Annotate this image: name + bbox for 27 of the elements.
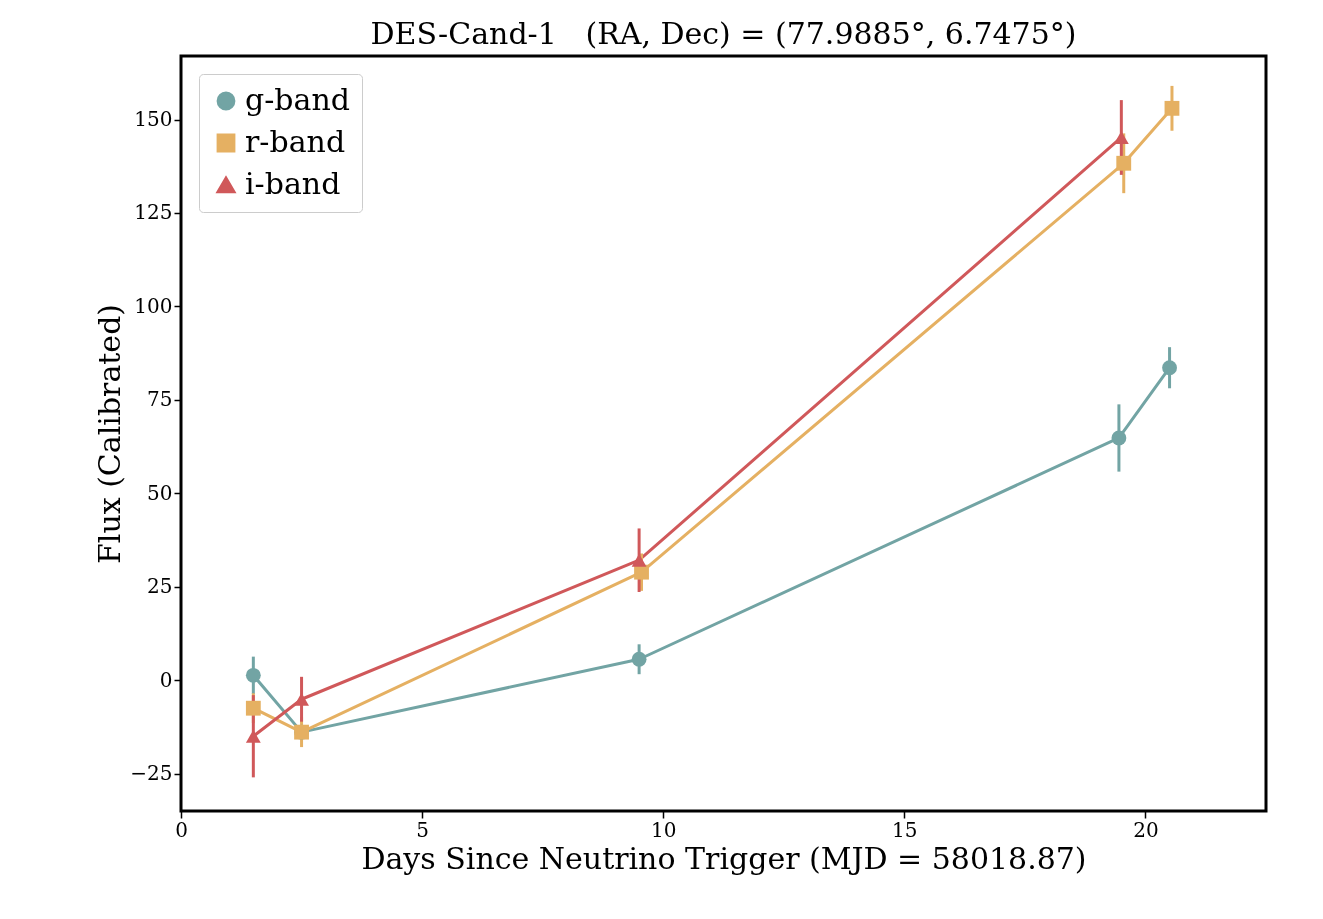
x-tick-label: 15 — [892, 817, 918, 842]
x-tick-label: 10 — [651, 817, 677, 842]
x-axis-title: Days Since Neutrino Trigger (MJD = 58018.87) — [361, 840, 1087, 876]
point — [1162, 360, 1177, 376]
x-tick-label: 20 — [1133, 817, 1159, 842]
point — [1113, 131, 1129, 144]
y-tick-label: 50 — [147, 480, 173, 505]
point — [245, 667, 261, 683]
y-tick-label: 150 — [134, 107, 173, 132]
y-tick-label: 0 — [159, 667, 173, 692]
point — [1111, 430, 1127, 446]
legend-label: g-band — [245, 82, 350, 117]
point — [1164, 100, 1180, 116]
y-axis-title: Flux (Calibrated) — [92, 303, 128, 565]
point — [631, 651, 647, 667]
point — [245, 729, 261, 743]
x-tick-label: 5 — [416, 817, 429, 842]
point — [245, 700, 261, 716]
point — [1116, 155, 1132, 171]
legend-label: r-band — [245, 124, 346, 159]
y-tick-label: 125 — [134, 200, 173, 225]
chart-title: DES-Cand-1 (RA, Dec) = (77.9885°, 6.7475°) — [370, 16, 1077, 51]
y-tick-label: 25 — [147, 574, 173, 599]
y-tick-label: −25 — [130, 761, 173, 786]
y-tick-label: 100 — [134, 293, 173, 318]
y-tick-label: 75 — [147, 387, 173, 412]
legend-label: i-band — [245, 166, 341, 201]
